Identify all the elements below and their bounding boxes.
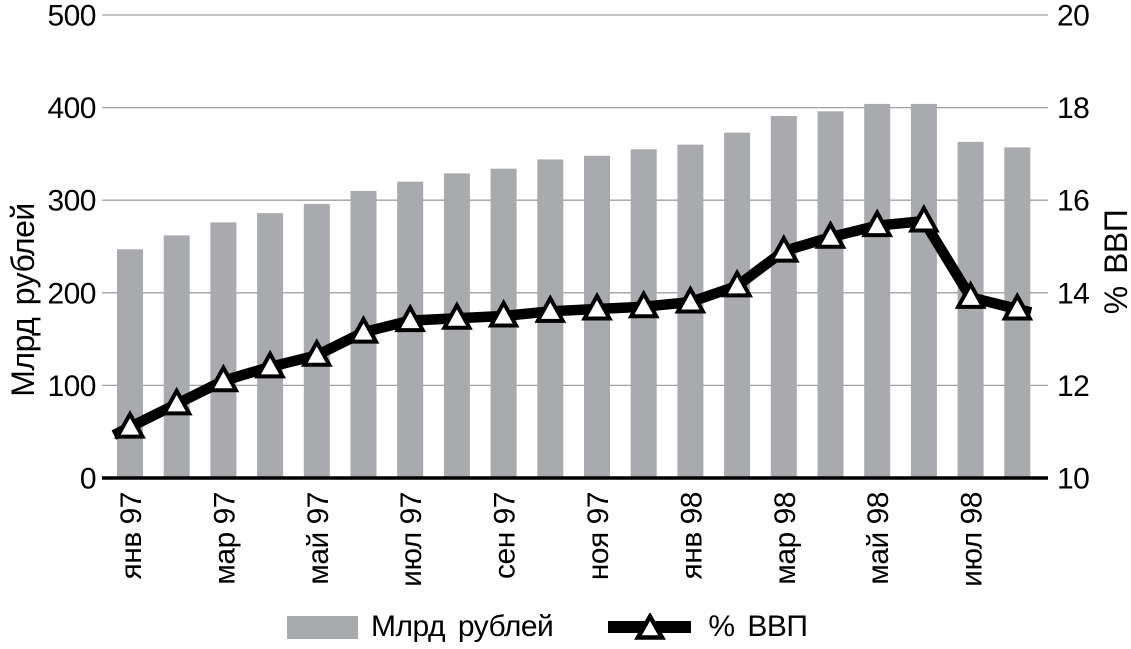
left-axis-tick-label: 300 xyxy=(47,185,96,218)
left-axis-title: Млрд рублей xyxy=(5,203,41,396)
left-axis-tick-label: 400 xyxy=(47,92,96,125)
line-marker xyxy=(767,234,800,263)
legend-triangle-marker-icon xyxy=(634,613,667,640)
line-marker xyxy=(347,315,380,344)
line-marker xyxy=(300,338,333,367)
legend-item-bars: Млрд рублей xyxy=(287,610,554,644)
x-axis-tick-label: янв 97 xyxy=(115,492,148,579)
gridlines xyxy=(102,14,1048,387)
x-axis-tick-label: май 97 xyxy=(302,492,335,585)
x-axis-tick-label: мар 98 xyxy=(769,492,802,585)
legend: Млрд рублей % ВВП xyxy=(287,610,808,644)
line-markers xyxy=(114,203,1034,439)
right-tick-labels: 10 12 14 16 18 20 xyxy=(1057,0,1090,496)
x-axis-tick-label: янв 98 xyxy=(675,492,708,579)
line-marker xyxy=(160,386,193,416)
line-marker xyxy=(861,208,894,238)
legend-line-label: % ВВП xyxy=(708,610,808,643)
bar xyxy=(724,132,751,479)
line-path xyxy=(111,215,1033,440)
line-marker xyxy=(954,280,987,309)
line-marker xyxy=(207,363,240,393)
line-marker xyxy=(394,303,427,333)
right-axis-tick-label: 18 xyxy=(1057,92,1089,125)
line-marker xyxy=(674,284,707,314)
x-axis-tick-label: июл 97 xyxy=(395,492,428,587)
bars xyxy=(117,103,1031,479)
line-marker xyxy=(441,301,473,330)
line-marker xyxy=(627,289,660,319)
x-axis-tick-label: мар 97 xyxy=(208,492,241,585)
x-axis-tick-label: июл 98 xyxy=(956,492,989,587)
line-marker xyxy=(114,409,146,439)
bar xyxy=(257,213,284,478)
right-axis-tick-label: 16 xyxy=(1057,185,1089,218)
bar xyxy=(957,141,984,478)
legend-bar-swatch xyxy=(287,615,358,639)
left-axis-tick-label: 200 xyxy=(47,277,96,310)
x-axis-tick-label: май 98 xyxy=(862,492,895,585)
left-axis-tick-label: 500 xyxy=(47,0,96,33)
line-marker xyxy=(721,268,753,298)
legend-item-line: % ВВП xyxy=(608,610,808,644)
right-axis-tick-label: 12 xyxy=(1057,370,1089,403)
right-axis-tick-label: 14 xyxy=(1057,277,1089,310)
left-axis-tick-label: 100 xyxy=(47,370,96,403)
right-axis-tick-label: 10 xyxy=(1057,463,1089,496)
left-tick-labels: 0 100 200 300 400 500 xyxy=(47,0,96,496)
bar xyxy=(210,222,237,478)
gdp-line xyxy=(111,215,1033,440)
line-marker xyxy=(534,294,567,323)
bar xyxy=(163,235,190,478)
legend-line-swatch xyxy=(608,613,692,641)
line-marker xyxy=(254,349,286,379)
bar xyxy=(817,111,844,478)
bar xyxy=(770,115,797,479)
x-axis-tick-label: ноя 97 xyxy=(582,492,615,580)
bar xyxy=(910,103,937,478)
line-marker xyxy=(908,203,940,233)
bar xyxy=(864,103,891,478)
line-marker xyxy=(1001,291,1034,321)
legend-bar-label: Млрд рублей xyxy=(371,610,554,643)
x-axis-tick-label: сен 97 xyxy=(489,492,522,579)
x-tick-labels: янв 97 мар 97 май 97 июл 97 сен 97 ноя 97 янв … xyxy=(115,492,989,587)
line-marker xyxy=(487,298,520,328)
left-axis-tick-label: 0 xyxy=(80,463,96,496)
right-axis-title: % ВВП xyxy=(1098,210,1131,315)
line-marker xyxy=(814,220,847,249)
line-marker xyxy=(581,291,613,321)
right-axis-tick-label: 20 xyxy=(1057,0,1089,33)
bar xyxy=(117,249,143,478)
chart-plot-area: 0 100 200 300 400 500 10 12 14 16 18 20 янв 97 мар 97… xyxy=(47,0,1089,587)
